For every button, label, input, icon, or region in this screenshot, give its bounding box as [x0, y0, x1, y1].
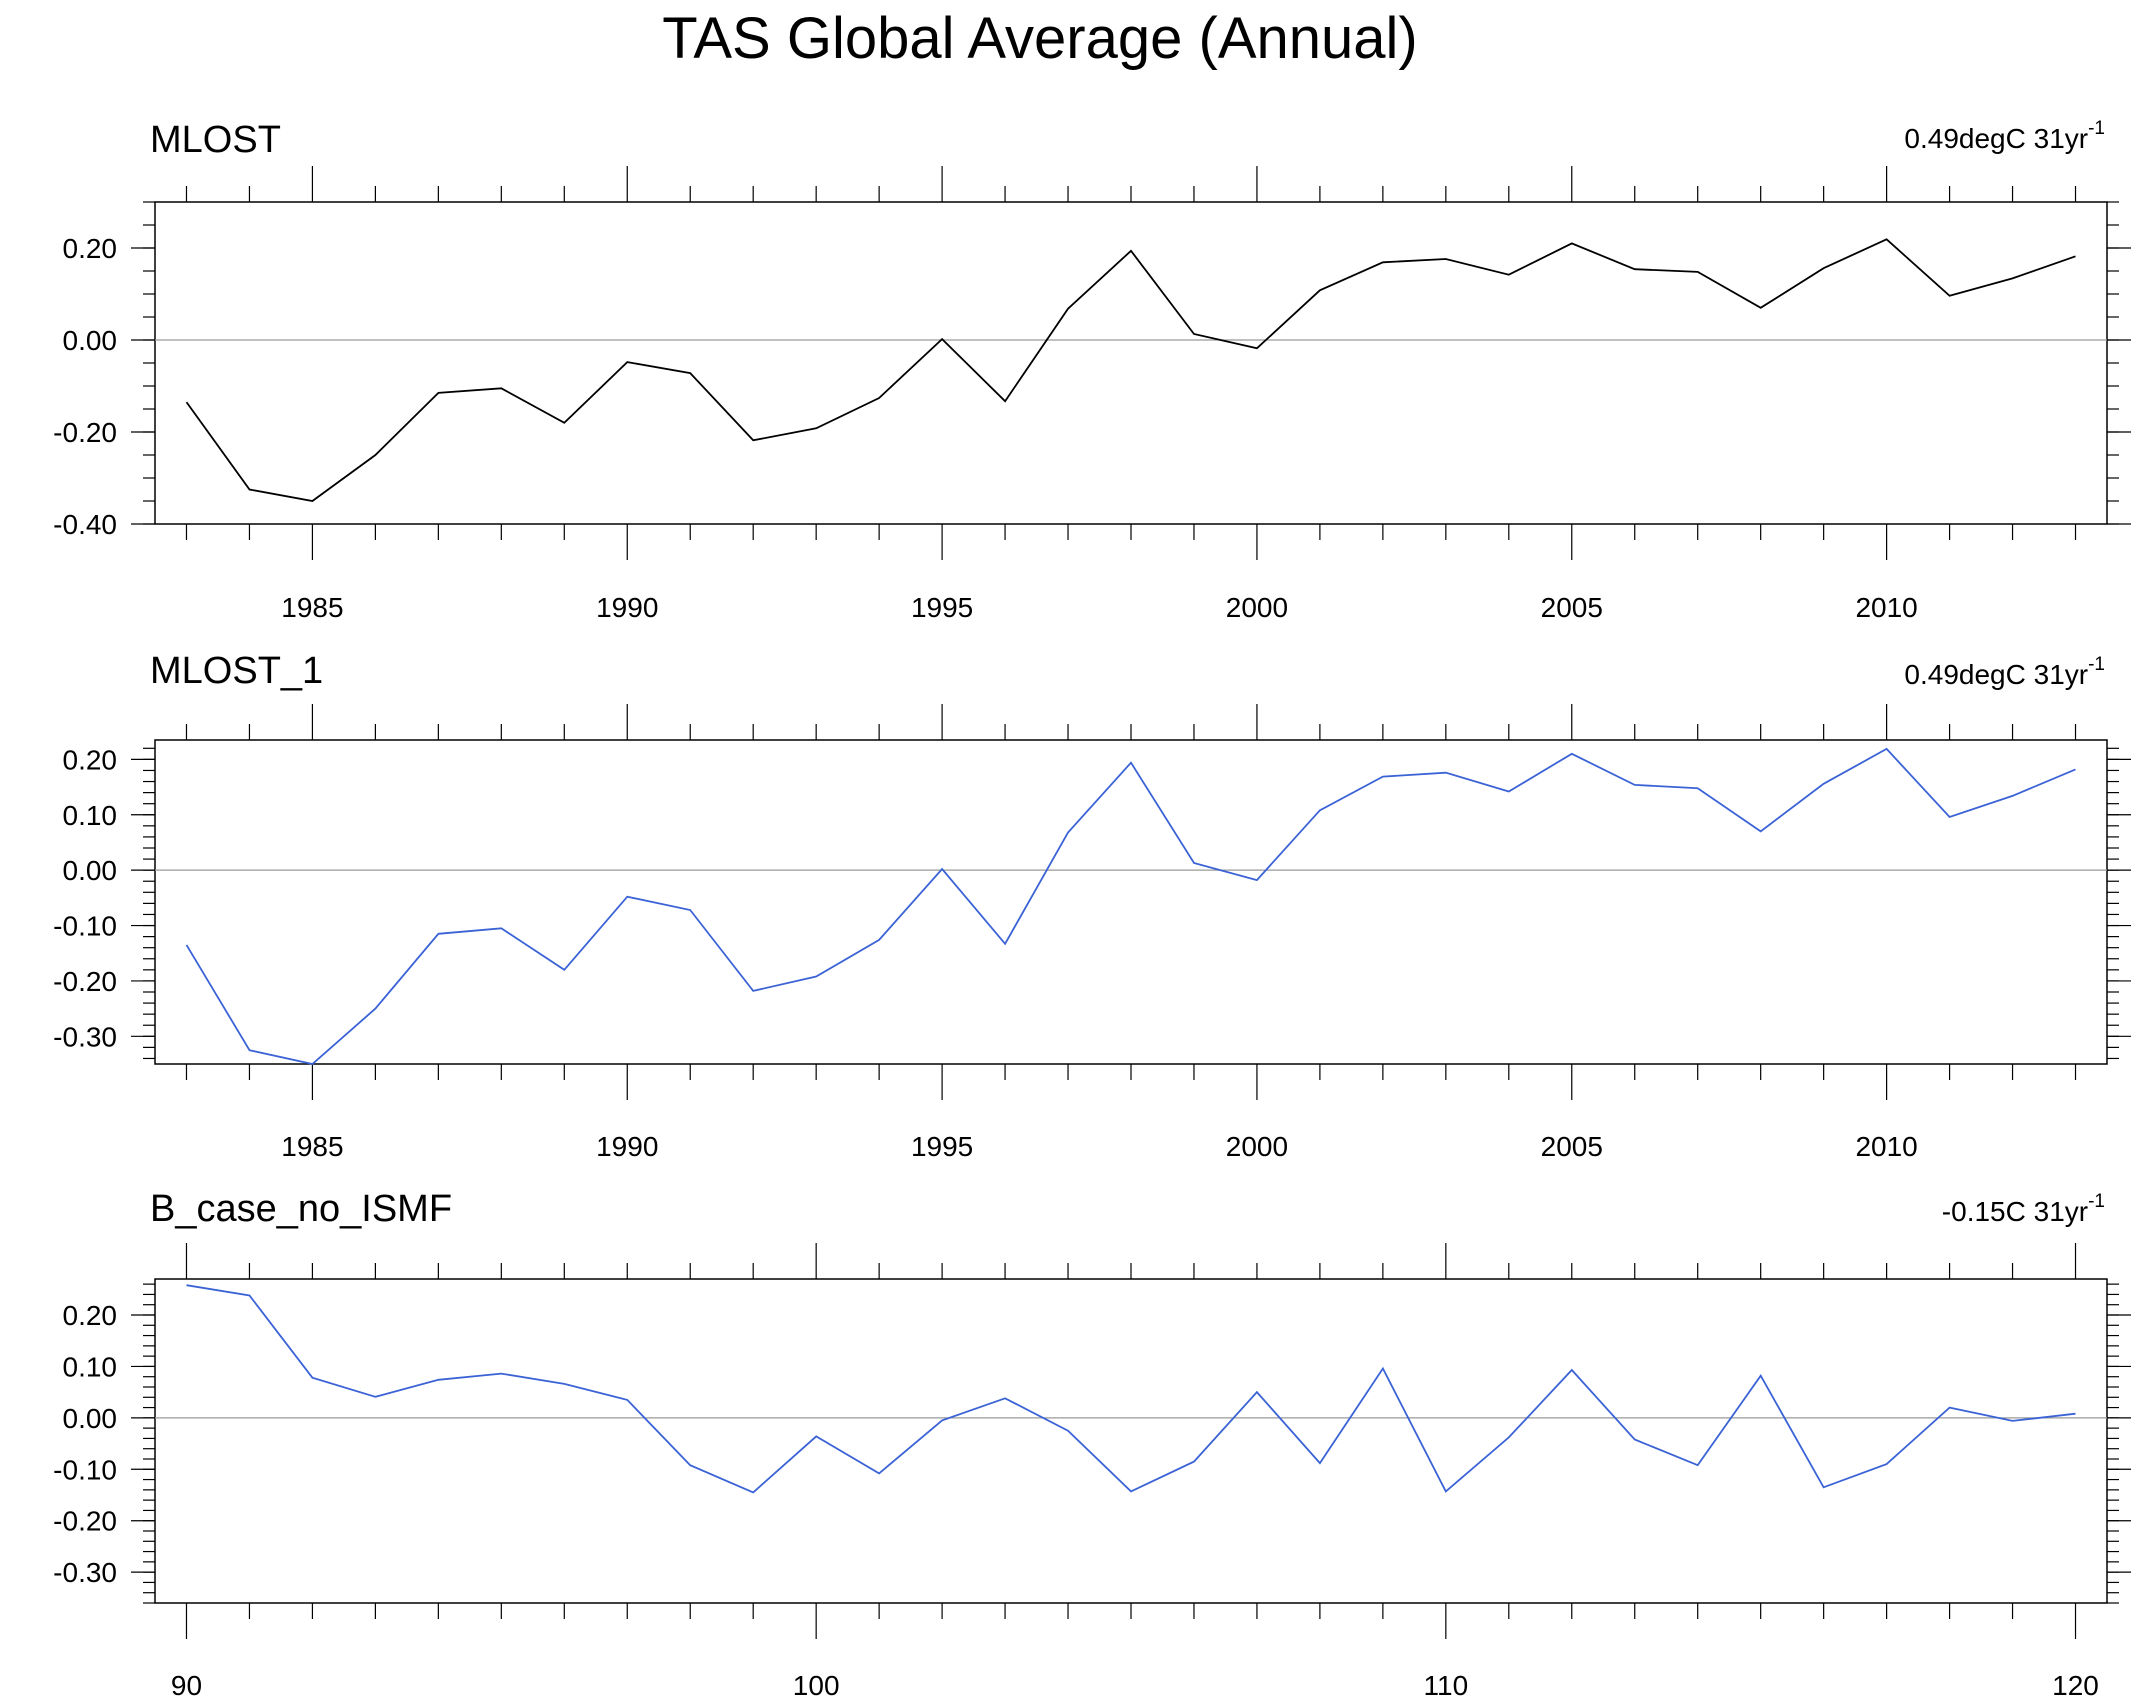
x-tick-label: 1995: [911, 592, 973, 623]
x-tick-label: 1985: [281, 1131, 343, 1162]
plot-frame: [154, 1278, 2108, 1604]
y-tick-label: -0.40: [53, 509, 117, 540]
y-tick-label: 0.00: [63, 325, 118, 356]
x-tick-label: 2005: [1541, 1131, 1603, 1162]
y-tick-label: 0.20: [63, 744, 118, 775]
y-tick-label: -0.10: [53, 1454, 117, 1485]
trend-exponent: -1: [2088, 118, 2105, 139]
panel-title: MLOST: [150, 119, 281, 161]
y-tick-label: 0.10: [63, 800, 118, 831]
y-tick-label: -0.30: [53, 1021, 117, 1052]
figure-title: TAS Global Average (Annual): [662, 6, 1418, 71]
panel-title: B_case_no_ISMF: [150, 1188, 452, 1230]
plot-frame: [154, 739, 2108, 1065]
y-tick-label: 0.00: [63, 855, 118, 886]
x-tick-label: 1985: [281, 592, 343, 623]
series-line: [185, 238, 2076, 502]
y-tick-label: 0.10: [63, 1351, 118, 1382]
x-tick-label: 100: [793, 1670, 840, 1701]
x-tick-label: 120: [2052, 1670, 2099, 1701]
x-tick-label: 110: [1424, 1670, 1469, 1701]
y-tick-label: 0.20: [63, 1300, 118, 1331]
axis-tick-labels: 1985 1990 1995 2000 2005 2010 -0.30 -0.20 -0.10 0…: [53, 744, 1918, 1162]
x-tick-label: 1995: [911, 1131, 973, 1162]
panel-b-case-no-ismf: B_case_no_ISMF -0.15C 31yr-1 90 100 110 120…: [53, 1188, 2131, 1701]
x-tick-label: 1990: [596, 592, 658, 623]
trend-label: -0.15C 31yr-1: [1942, 1191, 2105, 1227]
x-tick-label: 2010: [1855, 1131, 1917, 1162]
panel-mlost-1: MLOST_1 0.49degC 31yr-1 1985 1990 1995 2000…: [53, 650, 2131, 1162]
y-tick-label: -0.20: [53, 966, 117, 997]
axis-tick-labels: 90 100 110 120 -0.30 -0.20 -0.10 0.00 0.10 0.20: [53, 1300, 2099, 1701]
y-tick-label: 0.20: [63, 233, 118, 264]
y-tick-label: -0.20: [53, 1506, 117, 1537]
x-tick-label: 2010: [1855, 592, 1917, 623]
series-line: [185, 747, 2076, 1065]
x-tick-label: 90: [171, 1670, 202, 1701]
y-tick-label: -0.30: [53, 1557, 117, 1588]
trend-exponent: -1: [2088, 1191, 2105, 1212]
y-tick-label: -0.10: [53, 911, 117, 942]
trend-exponent: -1: [2088, 654, 2105, 675]
trend-label: 0.49degC 31yr-1: [1904, 118, 2105, 154]
x-tick-label: 2005: [1541, 592, 1603, 623]
axis-ticks: [131, 704, 2131, 1100]
axis-ticks: [131, 166, 2131, 560]
y-tick-label: 0.00: [63, 1403, 118, 1434]
x-tick-label: 2000: [1226, 1131, 1288, 1162]
series-line: [186, 1284, 2076, 1494]
panel-mlost: MLOST 0.49degC 31yr-1 1985 1990 1995 2000 20…: [53, 118, 2131, 623]
axis-tick-labels: 1985 1990 1995 2000 2005 2010 -0.40 -0.20 0.00 0.…: [53, 233, 1918, 623]
y-tick-label: -0.20: [53, 417, 117, 448]
trend-label: 0.49degC 31yr-1: [1904, 654, 2105, 690]
axis-ticks: [131, 1243, 2131, 1639]
x-tick-label: 1990: [596, 1131, 658, 1162]
x-tick-label: 2000: [1226, 592, 1288, 623]
panel-title: MLOST_1: [150, 650, 323, 692]
